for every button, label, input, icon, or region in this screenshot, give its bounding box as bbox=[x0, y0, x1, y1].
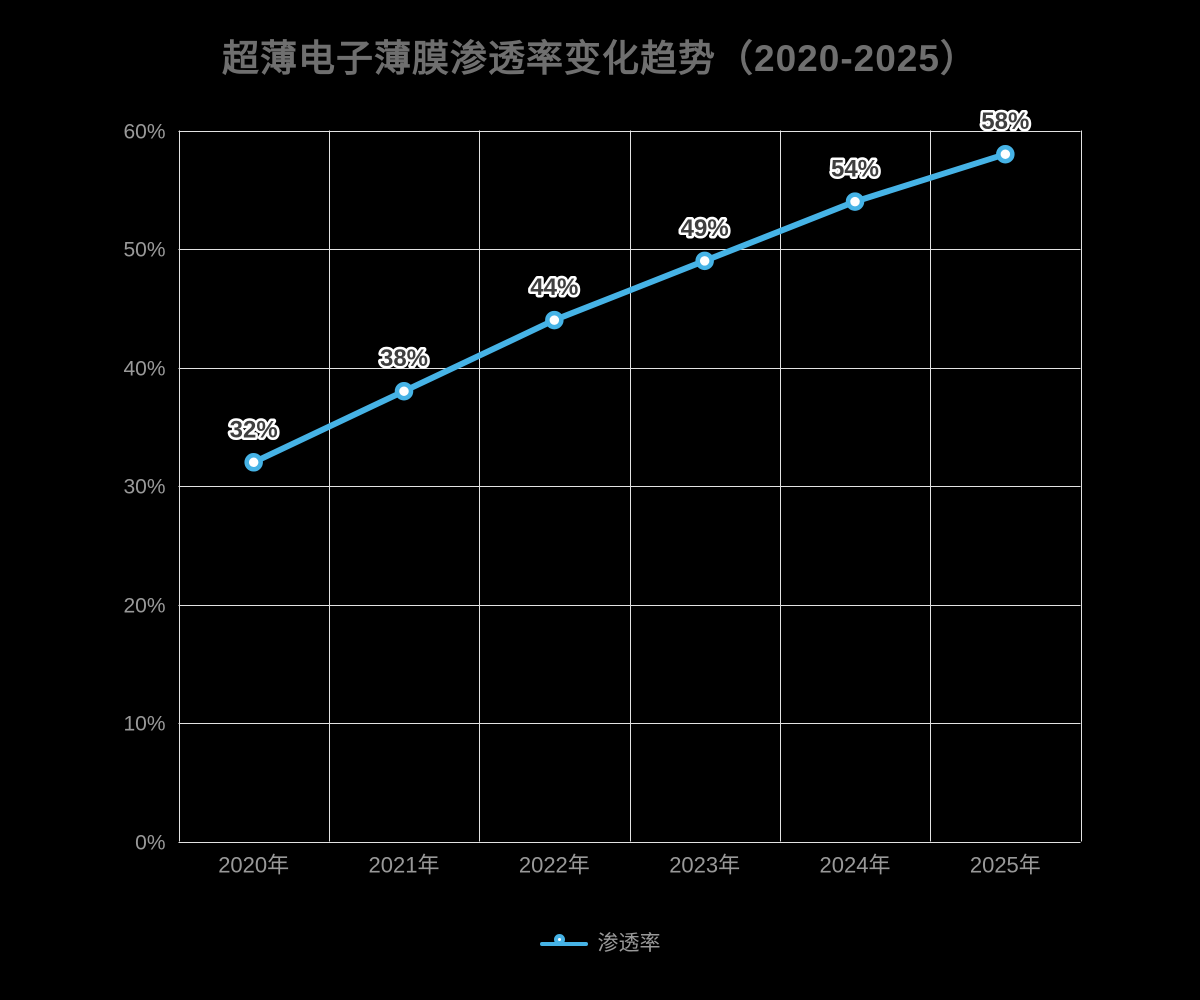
y-axis-tick-label: 40% bbox=[123, 358, 165, 381]
line-series-marker-icon bbox=[539, 933, 588, 955]
data-point-marker[interactable] bbox=[996, 144, 1015, 164]
legend-label: 渗透率 bbox=[597, 932, 661, 955]
x-axis-tick-label: 2021年 bbox=[369, 853, 440, 878]
data-point-label: 49% bbox=[681, 215, 729, 242]
legend: 渗透率 bbox=[0, 924, 1200, 964]
y-axis-tick-label: 60% bbox=[123, 121, 165, 144]
legend-circle-marker bbox=[553, 934, 565, 945]
data-point-marker[interactable] bbox=[545, 310, 564, 330]
x-axis-tick-label: 2024年 bbox=[820, 853, 891, 878]
legend-line-segment bbox=[539, 942, 588, 946]
y-axis-tick-label: 10% bbox=[123, 713, 165, 736]
x-axis-tick-label: 2025年 bbox=[970, 853, 1041, 878]
data-point-label: 58% bbox=[981, 108, 1029, 135]
series-line-penetration-rate bbox=[250, 151, 1009, 466]
data-point-label: 54% bbox=[831, 156, 879, 183]
y-axis-tick-label: 30% bbox=[123, 476, 165, 499]
data-point-marker[interactable] bbox=[695, 251, 714, 271]
y-axis-tick-label: 50% bbox=[123, 239, 165, 262]
x-axis-tick-label: 2020年 bbox=[218, 853, 289, 878]
data-point-marker[interactable] bbox=[845, 192, 865, 211]
data-point-marker[interactable] bbox=[244, 453, 263, 472]
data-point-label: 32% bbox=[230, 416, 278, 443]
y-axis-tick-label: 20% bbox=[123, 595, 165, 618]
data-point-marker[interactable] bbox=[394, 381, 414, 401]
x-axis-tick-label: 2022年 bbox=[519, 853, 590, 878]
legend-item-penetration-rate[interactable]: 渗透率 bbox=[539, 932, 661, 955]
data-point-label: 44% bbox=[530, 274, 578, 301]
x-axis-tick-label: 2023年 bbox=[669, 853, 740, 878]
y-axis-tick-label: 0% bbox=[135, 832, 165, 855]
chart-title: 超薄电子薄膜渗透率变化趋势（2020-2025） bbox=[222, 38, 978, 79]
data-point-label: 38% bbox=[380, 345, 428, 372]
